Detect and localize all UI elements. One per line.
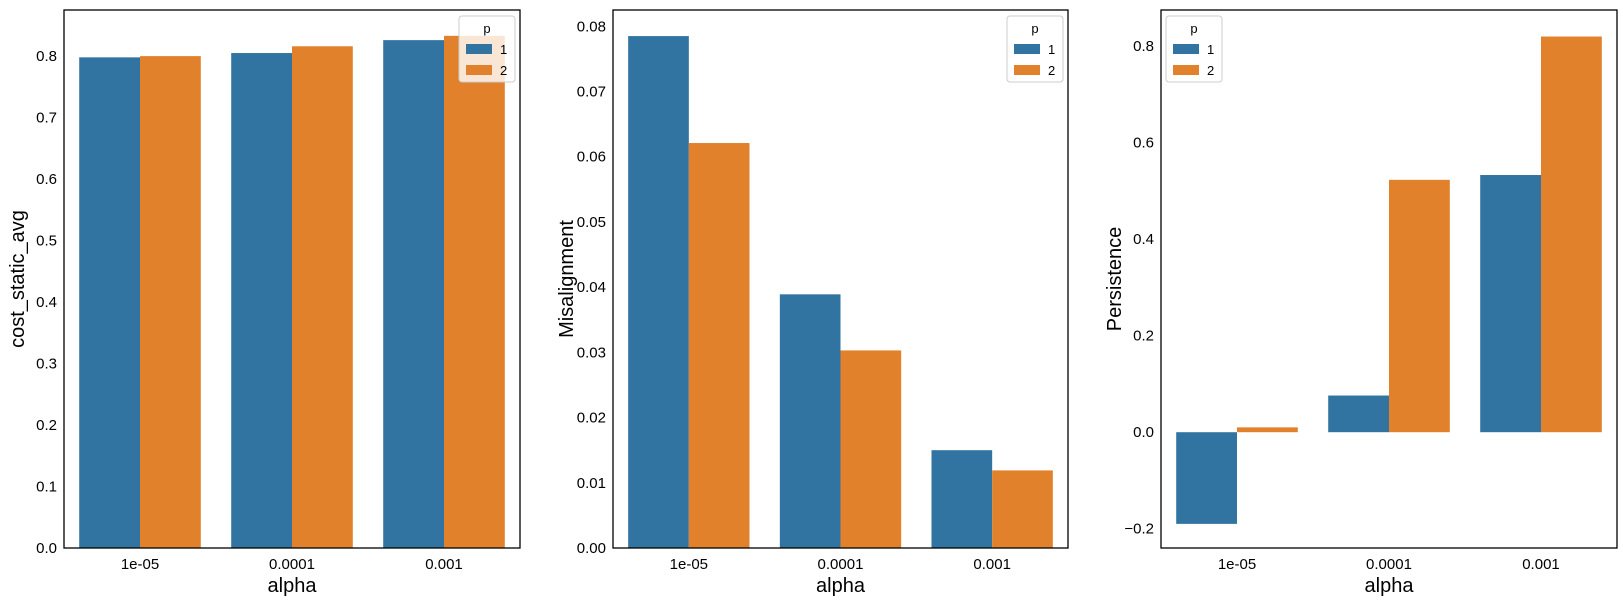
legend-entry-p2: 2 xyxy=(500,63,507,78)
y-tick-label: 0.01 xyxy=(577,475,606,492)
y-tick-label: 0.0 xyxy=(36,540,57,557)
legend-swatch-p1 xyxy=(466,44,492,54)
legend: p1 2 xyxy=(1165,15,1223,83)
y-tick-label: 0.8 xyxy=(36,48,57,65)
bar-p2-0.0001 xyxy=(1389,179,1450,433)
bar-p1-0.001 xyxy=(931,450,993,548)
y-tick-label: 0.04 xyxy=(577,279,606,296)
y-tick-label: 0.00 xyxy=(577,540,606,557)
bar-p1-0.0001 xyxy=(779,294,841,548)
legend-entry-p1: 1 xyxy=(500,42,507,57)
legend-title: p xyxy=(1031,21,1038,36)
y-tick-label: 0.6 xyxy=(1133,135,1154,152)
x-tick-label: 0.001 xyxy=(425,556,463,573)
x-tick-label: 0.0001 xyxy=(818,556,864,573)
x-axis-label: alpha xyxy=(816,575,866,597)
y-tick-label: 0.05 xyxy=(577,214,606,231)
legend-swatch-p2 xyxy=(1014,65,1040,75)
y-axis-label: cost_static_avg xyxy=(7,210,29,348)
y-tick-label: 0.2 xyxy=(36,417,57,434)
bar-p1-0.0001 xyxy=(231,53,292,548)
x-tick-label: 0.001 xyxy=(973,556,1011,573)
chart-panel-3: −0.2 0.0 0.2 0.4 0.6 0.8 1e-05 0.0001 0.001 alpha… xyxy=(1104,9,1618,597)
legend-swatch-p1 xyxy=(1014,44,1040,54)
chart-panel-1: 0.0 0.1 0.2 0.3 0.4 0.5 0.6 0.7 0.8 1e-05 0.0001 0.… xyxy=(7,9,521,597)
legend-swatch-p1 xyxy=(1173,44,1199,54)
y-tick-label: 0.07 xyxy=(577,84,606,101)
y-tick-label: −0.2 xyxy=(1124,521,1154,538)
legend-swatch-p2 xyxy=(1173,65,1199,75)
x-tick-label: 0.001 xyxy=(1522,556,1560,573)
y-tick-label: 0.6 xyxy=(36,171,57,188)
y-tick-label: 0.1 xyxy=(36,479,57,496)
bar-p2-0.001 xyxy=(1541,36,1602,433)
y-tick-label: 0.03 xyxy=(577,344,606,361)
y-axis-label: Persistence xyxy=(1104,227,1126,332)
y-tick-label: 0.4 xyxy=(36,294,57,311)
bar-p1-0.0001 xyxy=(1328,395,1389,433)
legend-title: p xyxy=(483,21,490,36)
plot-frame xyxy=(612,9,1069,549)
y-tick-label: 0.08 xyxy=(577,18,606,35)
legend-title: p xyxy=(1190,21,1197,36)
bar-p2-0.001 xyxy=(992,470,1053,548)
x-tick-label: 0.0001 xyxy=(1366,556,1412,573)
bar-p1-0.001 xyxy=(1480,175,1541,433)
plot-frame xyxy=(63,9,521,549)
bar-p1-1e-05 xyxy=(628,36,689,549)
y-tick-label: 0.8 xyxy=(1133,38,1154,55)
legend-swatch-p2 xyxy=(466,65,492,75)
y-tick-label: 0.3 xyxy=(36,356,57,373)
bar-p1-0.001 xyxy=(383,40,444,549)
bar-p2-0.0001 xyxy=(840,350,902,548)
legend: p1 2 xyxy=(1006,15,1064,83)
y-tick-label: 0.5 xyxy=(36,233,57,250)
y-tick-label: 0.02 xyxy=(577,410,606,427)
x-axis-label: alpha xyxy=(268,575,318,597)
legend-entry-p1: 1 xyxy=(1207,42,1214,57)
y-tick-label: 0.06 xyxy=(577,149,606,166)
x-tick-label: 1e-05 xyxy=(670,556,708,573)
x-tick-label: 1e-05 xyxy=(121,556,159,573)
bar-p2-1e-05 xyxy=(688,143,750,549)
plot-frame xyxy=(1160,9,1618,549)
bar-p2-0.001 xyxy=(444,35,505,549)
x-axis-label: alpha xyxy=(1365,575,1415,597)
legend: p1 2 xyxy=(458,15,516,83)
y-tick-label: 0.2 xyxy=(1133,328,1154,345)
bar-p2-0.0001 xyxy=(292,46,353,548)
y-tick-label: 0.4 xyxy=(1133,231,1154,248)
bar-p2-1e-05 xyxy=(140,56,201,548)
legend-entry-p2: 2 xyxy=(1048,63,1055,78)
y-axis-label: Misalignment xyxy=(556,220,578,338)
y-tick-label: 0.7 xyxy=(36,110,57,127)
x-tick-label: 0.0001 xyxy=(269,556,315,573)
bar-p1-1e-05 xyxy=(1176,432,1237,524)
bar-p2-1e-05 xyxy=(1237,427,1298,433)
bar-p1-1e-05 xyxy=(79,57,140,549)
y-tick-label: 0.0 xyxy=(1133,424,1154,441)
legend-entry-p1: 1 xyxy=(1048,42,1055,57)
x-tick-label: 1e-05 xyxy=(1218,556,1256,573)
legend-entry-p2: 2 xyxy=(1207,63,1214,78)
chart-panel-2: 0.00 0.01 0.02 0.03 0.04 0.05 0.06 0.07 0.08 1e-0… xyxy=(556,9,1069,597)
